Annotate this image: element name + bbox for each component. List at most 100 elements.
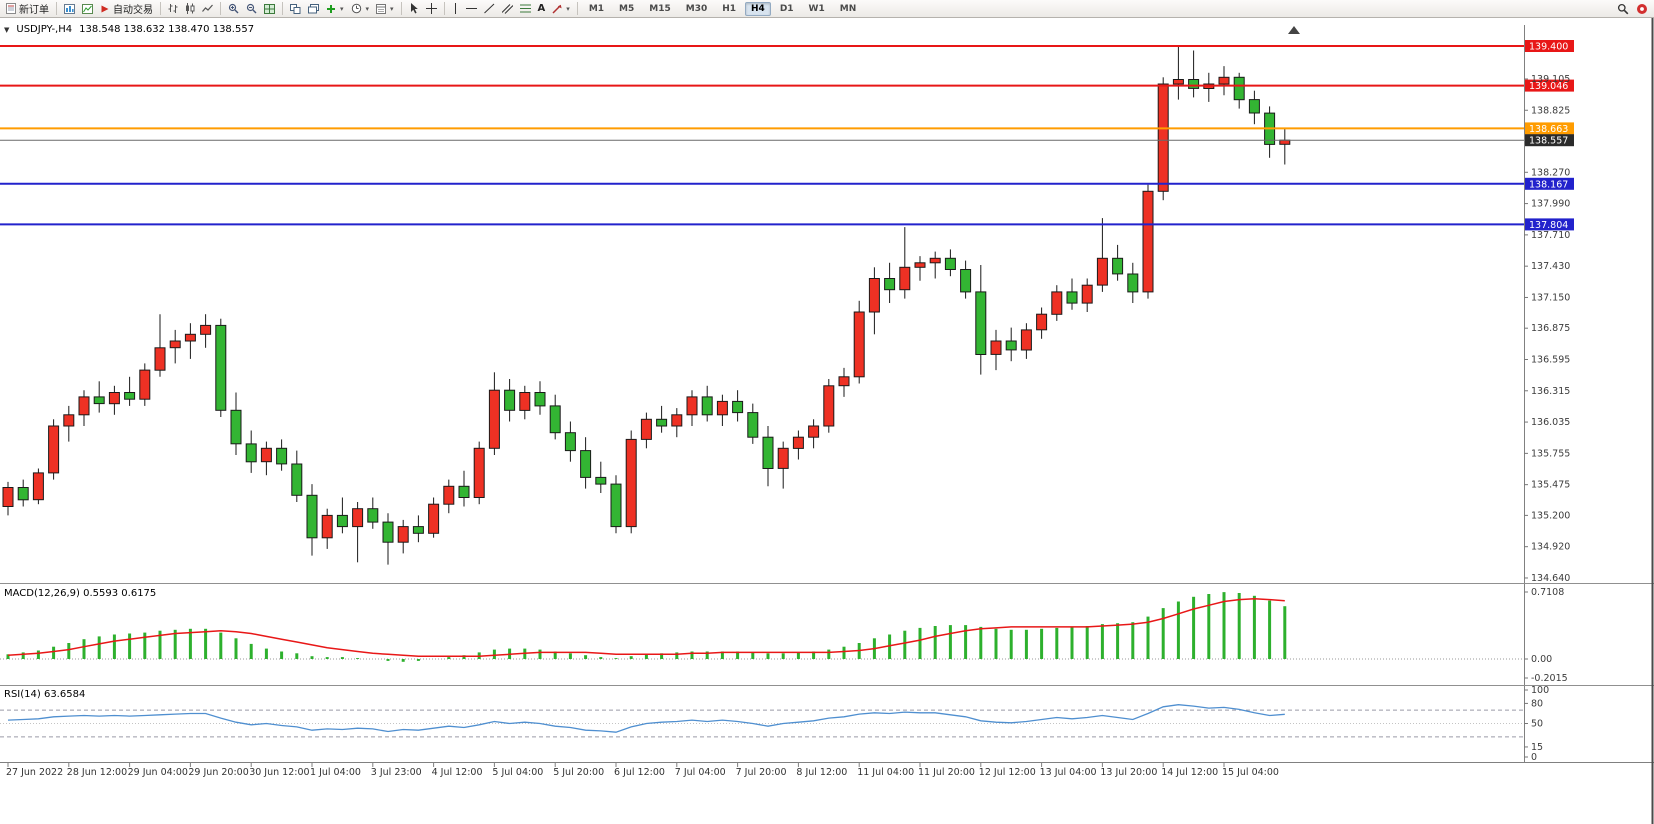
cascade-button[interactable] (305, 1, 322, 17)
line-chart-button[interactable] (199, 1, 216, 17)
time-axis-label: 29 Jun 20:00 (188, 767, 248, 778)
ohlc-bars-button[interactable] (165, 1, 181, 17)
timeframe-button-h1[interactable]: H1 (722, 3, 737, 14)
candle-body (443, 485, 455, 505)
candle-body (732, 400, 744, 414)
candle-body (1066, 291, 1078, 304)
time-axis-label: 8 Jul 12:00 (796, 767, 847, 778)
candle-body (762, 436, 774, 470)
timeframe-button-m5[interactable]: M5 (619, 3, 635, 14)
candle-body (1112, 257, 1124, 275)
candle-body (625, 438, 637, 528)
scroll-to-end-marker[interactable] (1288, 26, 1300, 34)
cursor-button[interactable] (406, 1, 422, 17)
candle-body (960, 269, 972, 293)
horizontal-line-button[interactable] (463, 1, 480, 17)
candle-body (473, 447, 485, 498)
price-axis-label: 136.035 (1531, 417, 1570, 428)
candle-body (321, 514, 333, 539)
candle-body (1157, 83, 1169, 192)
candlesticks-button[interactable] (182, 1, 198, 17)
candle-body (944, 257, 956, 271)
rsi-line (7, 704, 1285, 733)
dropdown-arrow-icon: ▾ (390, 4, 394, 13)
search-icon (1617, 3, 1629, 15)
new-order-button-label: 新订单 (19, 5, 49, 16)
timeframe-button-m15[interactable]: M15 (649, 3, 671, 14)
timeframe-button-m1[interactable]: M1 (588, 3, 605, 14)
candle-body (367, 508, 379, 523)
template-icon (376, 3, 387, 14)
templates-button[interactable]: ▾ (373, 1, 397, 17)
channel-button[interactable] (499, 1, 516, 17)
timeframe-button-w1[interactable]: W1 (808, 3, 825, 14)
time-axis-label: 30 Jun 12:00 (249, 767, 309, 778)
charts-bar-button[interactable] (61, 1, 78, 17)
crosshair-button[interactable] (423, 1, 440, 17)
dropdown-arrow-icon: ▾ (340, 4, 344, 13)
text-label-button[interactable]: A (535, 1, 549, 17)
zoom-in-icon (228, 3, 239, 14)
candle-body (215, 324, 227, 411)
new-order-button[interactable]: 新订单 (3, 1, 52, 17)
timeframe-button-d1[interactable]: D1 (779, 3, 794, 14)
time-axis-label: 29 Jun 04:00 (128, 767, 188, 778)
new-chart-button[interactable]: ▾ (323, 1, 347, 17)
candle-body (230, 409, 242, 445)
candle-body (914, 262, 926, 268)
fibonacci-button[interactable] (517, 1, 534, 17)
zoom-out-button[interactable] (243, 1, 260, 17)
time-axis-label: 5 Jul 20:00 (553, 767, 604, 778)
plus-icon (326, 4, 336, 14)
price-axis-label: 136.315 (1531, 386, 1570, 397)
macd-axis-label: 0.00 (1531, 654, 1552, 665)
profiles-button[interactable] (79, 1, 96, 17)
periods-button[interactable]: ▾ (348, 1, 373, 17)
candles (2, 46, 1291, 565)
account-icon (1636, 3, 1648, 15)
line-chart-icon (202, 3, 213, 14)
candle-body (382, 521, 394, 543)
auto-arrange-button[interactable] (287, 1, 304, 17)
zoom-in-button[interactable] (225, 1, 242, 17)
search-button[interactable] (1614, 1, 1632, 17)
candle-body (504, 389, 516, 411)
candle-body (656, 418, 668, 427)
timeframe-button-h4[interactable]: H4 (745, 1, 771, 16)
price-axis-label: 135.475 (1531, 480, 1570, 491)
candle-body (17, 487, 29, 501)
price-axis-label: 137.150 (1531, 292, 1570, 303)
time-axis-label: 14 Jul 12:00 (1161, 767, 1218, 778)
toolbar-separator (220, 2, 221, 15)
macd-panel: 0.7108 0.00 -0.2015 (0, 587, 1568, 684)
candle-body (48, 425, 60, 474)
candle-body (352, 508, 364, 528)
vertical-line-button[interactable] (449, 1, 462, 17)
candle-body (716, 400, 728, 416)
trendline-button[interactable] (481, 1, 498, 17)
arrows-button[interactable]: ▾ (549, 1, 573, 17)
fibonacci-icon (519, 3, 531, 14)
candle-body (1005, 340, 1017, 351)
time-axis-label: 7 Jul 04:00 (675, 767, 726, 778)
time-axis-label: 4 Jul 12:00 (432, 767, 483, 778)
timeframe-button-mn[interactable]: MN (839, 3, 857, 14)
price-axis-label: 137.710 (1531, 230, 1570, 241)
autotrade-button[interactable]: 自动交易 (97, 1, 156, 17)
time-axis-label: 5 Jul 04:00 (492, 767, 543, 778)
tile-windows-button[interactable] (261, 1, 278, 17)
price-tag (1525, 218, 1574, 231)
rsi-axis-label: 100 (1531, 685, 1549, 696)
candle-body (1172, 79, 1184, 85)
candle-body (1051, 291, 1063, 315)
price-axis-label: 136.595 (1531, 354, 1570, 365)
candle-body (1142, 190, 1154, 293)
notification-button[interactable] (1633, 1, 1651, 17)
autotrade-button-label: 自动交易 (113, 5, 153, 16)
timeframe-button-m30[interactable]: M30 (685, 3, 708, 14)
candle-body (1188, 79, 1200, 89)
candle-body (899, 266, 911, 291)
price-tag (1525, 134, 1574, 147)
rsi-panel: 100 80 50 150 (0, 685, 1549, 763)
